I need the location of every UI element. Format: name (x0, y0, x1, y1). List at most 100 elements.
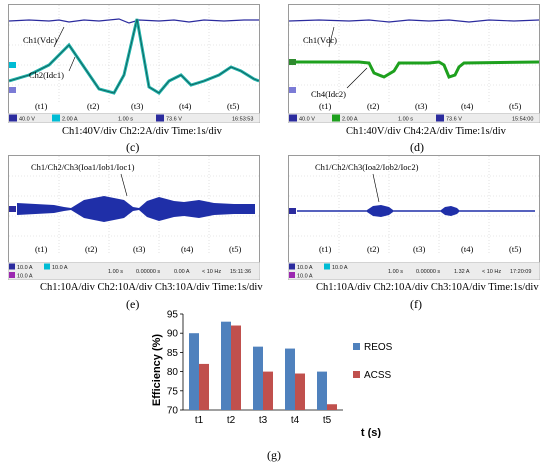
bar-acss-t2 (231, 325, 241, 410)
x-tick-label-t3: t3 (259, 415, 268, 426)
scope-screen-e: Ch1/Ch2/Ch3(Ioa1/Iob1/Ioc1) (t1) (t2) (t… (9, 156, 259, 254)
panel-letter-c: (c) (126, 140, 140, 154)
period-label-c-3: (t3) (131, 101, 143, 111)
status-f-4: 1.00 s (388, 269, 403, 275)
period-label-f-1: (t1) (319, 244, 331, 254)
y-tick-label-90: 90 (167, 329, 179, 340)
scope-grid-f (289, 156, 539, 254)
caption-e: Ch1:10A/div Ch2:10A/div Ch3:10A/div Time… (40, 282, 263, 293)
status-e-6: 0.00 A (174, 269, 190, 275)
x-axis-ticks: t1 t2 t3 t4 t5 (195, 415, 332, 426)
trace-label-f: Ch1/Ch2/Ch3(Ioa2/Iob2/Ioc2) (315, 162, 419, 172)
status-e-4: 1.00 s (108, 269, 123, 275)
period-label-d-5: (t5) (509, 101, 521, 111)
period-label-e-3: (t3) (133, 244, 145, 254)
status-f-6: 1.32 A (454, 269, 470, 275)
bar-acss-t3 (263, 371, 273, 410)
status-d-4: 73.6 V (446, 117, 462, 123)
scope-status-bar-c: 40.0 V 2.00 A 1.00 s 73.6 V 16:53:53 (8, 113, 260, 123)
y-tick-label-70: 70 (167, 406, 179, 417)
panel-letter-g: (g) (267, 448, 281, 462)
x-tick-label-t2: t2 (227, 415, 236, 426)
status-d-1: 40.0 V (299, 117, 315, 123)
status-f-1: 10.0 A (297, 265, 313, 271)
bar-acss-t5 (327, 404, 337, 410)
ch1-marker-d (289, 87, 296, 93)
ch1-label-d: Ch1(Vdc) (303, 35, 337, 45)
ch2-label-c: Ch2(Idc1) (29, 70, 64, 80)
status-e-3: 10.0 A (17, 274, 33, 280)
status-d-3: 1.00 s (398, 117, 413, 123)
period-label-d-1: (t1) (319, 101, 331, 111)
period-label-d-4: (t4) (461, 101, 473, 111)
x-tick-label-t1: t1 (195, 415, 204, 426)
period-label-f-4: (t4) (461, 244, 473, 254)
status-f-3: 10.0 A (297, 274, 313, 280)
status-e-2: 10.0 A (52, 265, 68, 271)
period-label-e-5: (t5) (229, 244, 241, 254)
panel-letter-e: (e) (126, 297, 140, 311)
legend-swatch-acss (353, 371, 360, 378)
ch-marker-e (9, 206, 16, 212)
y-axis-label: Efficiency (%) (151, 334, 163, 406)
status-f-5: 0.00000 s (416, 269, 440, 275)
period-label-e-2: (t2) (85, 244, 97, 254)
trace-idc2-d (289, 60, 539, 79)
ch2-label-d: Ch4(Idc2) (311, 89, 346, 99)
status-c-3: 1.00 s (118, 117, 133, 123)
period-label-c-1: (t1) (35, 101, 47, 111)
ch-marker-f (289, 208, 296, 214)
scope-grid-d (289, 5, 539, 103)
efficiency-bar-chart: Efficiency (%) 70 75 80 85 90 95 t1 t2 t3 t4 t5 R… (151, 310, 393, 439)
period-label-e-1: (t1) (35, 244, 47, 254)
caption-c: Ch1:40V/div Ch2:2A/div Time:1s/div (62, 126, 222, 137)
legend-label-reos: REOS (364, 342, 393, 353)
legend-label-acss: ACSS (364, 370, 392, 381)
scope-panel-c: Ch1(Vdc) Ch2(Idc1) (t1) (t2) (t3) (t4) (… (8, 4, 260, 114)
status-e-5: 0.00000 s (136, 269, 160, 275)
x-tick-label-t4: t4 (291, 415, 300, 426)
y-tick-label-85: 85 (167, 348, 179, 359)
status-c-1: 40.0 V (19, 117, 35, 123)
status-f-8: 17:20:09 (510, 269, 531, 275)
panel-letter-d: (d) (410, 140, 424, 154)
status-f-2: 10.0 A (332, 265, 348, 271)
scope-panel-d: Ch1(Vdc) Ch4(Idc2) (t1) (t2) (t3) (t4) (… (288, 4, 540, 114)
y-tick-label-80: 80 (167, 367, 179, 378)
y-axis-ticks: 70 75 80 85 90 95 (167, 310, 183, 417)
chart-legend: REOS ACSS (353, 342, 393, 381)
bar-reos-t2 (221, 321, 231, 410)
scope-screen-d: Ch1(Vdc) Ch4(Idc2) (t1) (t2) (t3) (t4) (… (289, 5, 539, 111)
period-label-f-2: (t2) (367, 244, 379, 254)
trace-burst-f-2 (441, 206, 459, 216)
caption-d: Ch1:40V/div Ch4:2A/div Time:1s/div (346, 126, 506, 137)
bar-series (189, 321, 337, 410)
bar-reos-t4 (285, 348, 295, 410)
trace-vdc-d (289, 19, 539, 23)
period-label-d-3: (t3) (415, 101, 427, 111)
ch1-label-c: Ch1(Vdc) (23, 35, 57, 45)
trace-vdc-c (9, 18, 259, 24)
caption-f: Ch1:10A/div Ch2:10A/div Ch3:10A/div Time… (316, 282, 539, 293)
status-e-7: < 10 Hz (202, 269, 221, 275)
scope-screen-c: Ch1(Vdc) Ch2(Idc1) (t1) (t2) (t3) (t4) (… (9, 5, 259, 111)
bar-acss-t4 (295, 373, 305, 410)
period-label-d-2: (t2) (367, 101, 379, 111)
status-f-7: < 10 Hz (482, 269, 501, 275)
period-label-e-4: (t4) (181, 244, 193, 254)
period-label-c-4: (t4) (179, 101, 191, 111)
ch1-marker-c (9, 87, 16, 93)
period-label-f-5: (t5) (509, 244, 521, 254)
scope-panel-e: Ch1/Ch2/Ch3(Ioa1/Iob1/Ioc1) (t1) (t2) (t… (8, 155, 260, 265)
x-tick-label-t5: t5 (323, 415, 332, 426)
trace-envelope-e (17, 196, 255, 222)
scope-status-bar-f: 10.0 A 10.0 A 10.0 A 1.00 s 0.00000 s 1.… (288, 262, 540, 280)
legend-swatch-reos (353, 343, 360, 350)
status-e-8: 15:11:36 (230, 269, 251, 275)
ch2-marker-c (9, 62, 16, 68)
period-label-c-5: (t5) (227, 101, 239, 111)
bar-reos-t3 (253, 346, 263, 410)
period-label-f-3: (t3) (413, 244, 425, 254)
ch4-marker-d (289, 59, 296, 65)
y-tick-label-75: 75 (167, 386, 179, 397)
